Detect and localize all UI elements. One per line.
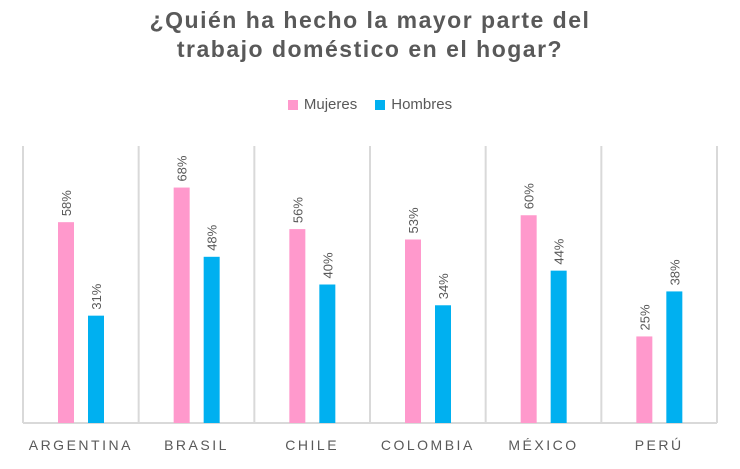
x-tick-label: COLOMBIA [381, 437, 475, 453]
data-label: 48% [205, 224, 220, 250]
data-label: 34% [436, 273, 451, 299]
bar-mujeres [405, 239, 421, 423]
bar-hombres [435, 305, 451, 423]
bar-mujeres [636, 336, 653, 423]
bar-hombres [319, 284, 336, 423]
legend-label-hombres: Hombres [391, 96, 453, 113]
data-label: 40% [320, 252, 335, 278]
bar-mujeres [520, 215, 537, 423]
bar-hombres [88, 315, 104, 423]
x-tick-label: MÉXICO [508, 437, 578, 453]
legend-label-mujeres: Mujeres [303, 96, 358, 113]
data-label: 44% [552, 238, 567, 264]
bar-mujeres [173, 187, 190, 423]
data-label: 68% [175, 155, 190, 181]
data-label: 38% [667, 259, 682, 285]
legend-swatch-hombres [375, 99, 386, 110]
x-tick-label: ARGENTINA [29, 437, 133, 453]
x-tick-label: PERÚ [635, 437, 684, 453]
bar-hombres [550, 270, 567, 423]
data-label: 58% [59, 190, 74, 216]
data-label: 31% [89, 283, 104, 309]
bar-hombres [203, 256, 220, 423]
data-label: 56% [290, 197, 305, 223]
bar-hombres [666, 291, 683, 423]
data-label: 60% [522, 183, 537, 209]
bar-mujeres [58, 222, 74, 423]
data-label: 53% [406, 207, 421, 233]
x-tick-label: BRASIL [164, 437, 229, 453]
legend-swatch-mujeres [287, 99, 298, 110]
legend-item-hombres: Hombres [375, 96, 452, 113]
chart-title-line-1: ¿Quién ha hecho la mayor parte del [149, 7, 591, 33]
legend: Mujeres Hombres [0, 96, 740, 113]
data-label: 25% [637, 304, 652, 330]
bar-mujeres [289, 229, 306, 423]
chart-title: ¿Quién ha hecho la mayor parte del traba… [0, 6, 740, 64]
legend-item-mujeres: Mujeres [287, 96, 358, 113]
chart-title-line-2: trabajo doméstico en el hogar? [176, 36, 564, 62]
x-tick-label: CHILE [285, 437, 339, 453]
